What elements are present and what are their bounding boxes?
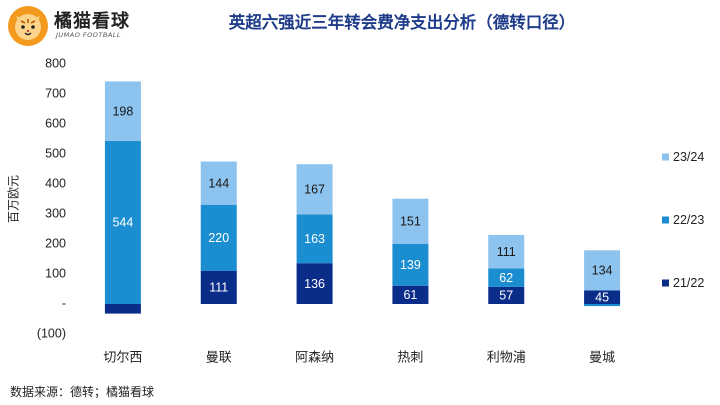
- data-label: 62: [499, 271, 513, 285]
- data-label: 111: [209, 281, 228, 295]
- bar-22-23-3: [392, 244, 429, 286]
- legend-swatch: [662, 216, 669, 224]
- data-label: 134: [592, 264, 613, 278]
- y-tick-label: 200: [45, 236, 66, 250]
- legend-label: 23/24: [673, 150, 704, 164]
- x-tick-label: 热刺: [397, 351, 423, 366]
- bar-21-22-4: [488, 286, 525, 304]
- x-tick-label: 曼联: [206, 351, 232, 366]
- bar-22-23-5: [584, 304, 621, 307]
- legend-swatch: [662, 279, 669, 287]
- y-tick-label: 600: [45, 116, 66, 130]
- bar-22-23-4: [488, 268, 525, 287]
- bar-21-22-0: [104, 304, 141, 314]
- data-label: 111: [497, 245, 516, 259]
- data-label: 57: [499, 289, 513, 303]
- y-tick-label: (100): [37, 326, 66, 340]
- y-tick-label: 500: [45, 146, 66, 160]
- x-tick-label: 切尔西: [103, 351, 142, 366]
- x-tick-label: 曼城: [589, 351, 615, 366]
- legend-label: 22/23: [673, 213, 704, 227]
- y-tick-label: 400: [45, 176, 66, 190]
- x-tick-label: 利物浦: [487, 351, 526, 366]
- bar-21-22-2: [296, 263, 333, 304]
- bar-21-22-3: [392, 285, 429, 304]
- bar-23-24-5: [584, 250, 621, 291]
- data-label: 151: [400, 215, 421, 229]
- data-label: 61: [403, 288, 417, 302]
- legend-swatch: [662, 153, 669, 161]
- bar-22-23-2: [296, 214, 333, 264]
- data-label: 163: [304, 232, 325, 246]
- data-label: 45: [595, 291, 609, 305]
- y-tick-label: 100: [45, 266, 66, 280]
- bar-23-24-1: [200, 161, 237, 205]
- data-label: 167: [304, 183, 325, 197]
- bar-21-22-5: [584, 290, 621, 304]
- data-label: 198: [112, 104, 133, 118]
- y-tick-label: 800: [45, 56, 66, 70]
- data-label: 139: [400, 258, 421, 272]
- chart-title: 英超六强近三年转会费净支出分析（德转口径）: [228, 13, 576, 32]
- bar-21-22-1: [200, 270, 237, 304]
- y-tick-label: 700: [45, 86, 66, 100]
- y-tick-label: -: [62, 296, 66, 310]
- brand-name: 橘猫看球: [54, 11, 130, 32]
- data-label: 220: [208, 231, 229, 245]
- legend-label: 21/22: [673, 276, 704, 290]
- source-note: 数据来源：德转；橘猫看球: [10, 385, 155, 399]
- data-label: 144: [208, 176, 229, 190]
- cat-logo-icon: [8, 6, 48, 46]
- data-label: 136: [304, 277, 325, 291]
- brand-logo: 橘猫看球 JUMAO FOOTBALL: [6, 4, 166, 52]
- data-label: 544: [112, 216, 133, 230]
- bar-22-23-1: [200, 204, 237, 271]
- y-tick-label: 300: [45, 206, 66, 220]
- bar-23-24-4: [488, 235, 525, 269]
- bar-23-24-0: [104, 81, 141, 141]
- bar-22-23-0: [104, 140, 141, 304]
- x-tick-label: 阿森纳: [295, 351, 334, 366]
- brand-subtitle: JUMAO FOOTBALL: [56, 31, 122, 39]
- bar-23-24-3: [392, 198, 429, 244]
- bar-23-24-2: [296, 164, 333, 215]
- y-axis-label: 百万欧元: [7, 175, 21, 223]
